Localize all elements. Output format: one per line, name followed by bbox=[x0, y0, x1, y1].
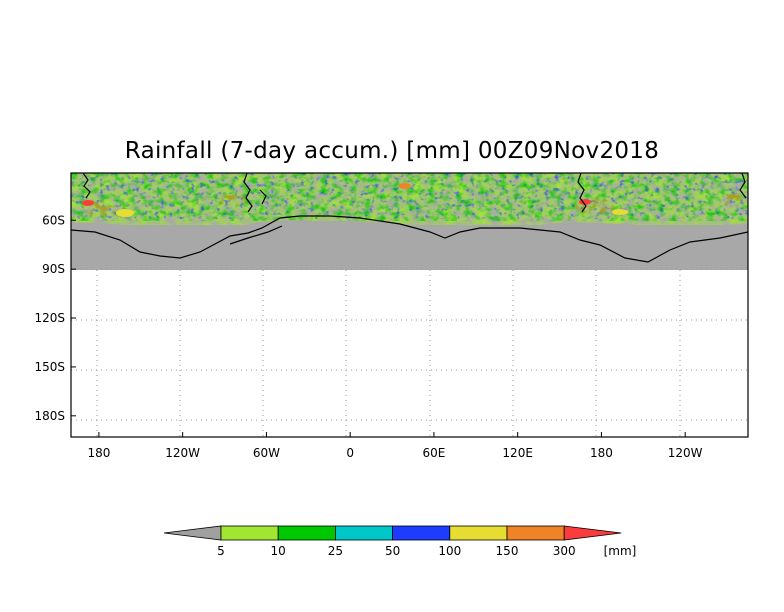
coastlines bbox=[71, 173, 748, 263]
y-tick-label: 120S bbox=[34, 311, 65, 325]
colorbar-label: 100 bbox=[438, 544, 461, 558]
colorbar-label: 50 bbox=[385, 544, 400, 558]
colorbar-swatch bbox=[506, 525, 565, 541]
colorbar-swatch bbox=[334, 525, 393, 541]
x-tick-label: 120E bbox=[502, 446, 533, 460]
rainfall-field bbox=[71, 173, 748, 270]
colorbar-swatch bbox=[449, 525, 508, 541]
y-tick-label: 60S bbox=[42, 213, 65, 227]
colorbar: 5 10 25 50 100 150 300 [mm] bbox=[163, 525, 637, 558]
x-tick-label: 60W bbox=[253, 446, 280, 460]
colorbar-arrow-low bbox=[163, 525, 222, 541]
x-tick-label: 120W bbox=[165, 446, 200, 460]
colorbar-swatch bbox=[220, 525, 279, 541]
colorbar-swatch bbox=[392, 525, 451, 541]
colorbar-label: 25 bbox=[328, 544, 343, 558]
plot-frame bbox=[70, 172, 749, 438]
colorbar-label: 150 bbox=[496, 544, 519, 558]
x-tick-label: 180 bbox=[87, 446, 110, 460]
colorbar-arrow-high bbox=[563, 525, 622, 541]
x-tick-label: 0 bbox=[346, 446, 354, 460]
y-axis: 60S 90S 120S 150S 180S bbox=[34, 213, 76, 423]
y-tick-label: 150S bbox=[34, 360, 65, 374]
x-tick-label: 180 bbox=[590, 446, 613, 460]
x-axis: 180 120W 60W 0 60E 120E 180 120W bbox=[87, 432, 703, 460]
y-tick-label: 180S bbox=[34, 409, 65, 423]
x-tick-label: 120W bbox=[668, 446, 703, 460]
map-title: Rainfall (7-day accum.) [mm] 00Z09Nov201… bbox=[124, 138, 660, 164]
colorbar-unit: [mm] bbox=[604, 544, 637, 558]
antarctica-landmass bbox=[71, 220, 748, 270]
colorbar-swatch bbox=[277, 525, 336, 541]
colorbar-label: 5 bbox=[217, 544, 225, 558]
x-tick-label: 60E bbox=[422, 446, 445, 460]
colorbar-label: 10 bbox=[271, 544, 286, 558]
colorbar-label: 300 bbox=[553, 544, 576, 558]
y-tick-label: 90S bbox=[42, 262, 65, 276]
